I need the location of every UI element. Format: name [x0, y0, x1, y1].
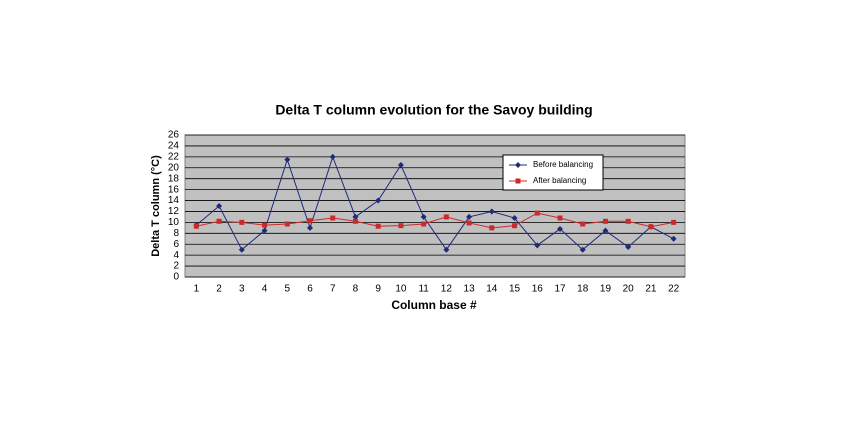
y-tick-label: 12 — [168, 206, 180, 217]
marker — [193, 223, 199, 229]
x-tick-label: 18 — [577, 284, 589, 295]
y-tick-label: 14 — [168, 195, 180, 206]
marker — [239, 219, 245, 225]
marker — [284, 221, 290, 227]
marker — [602, 218, 608, 224]
marker — [579, 246, 586, 253]
x-tick-label: 2 — [216, 284, 222, 295]
legend-label: Before balancing — [533, 160, 593, 169]
marker — [352, 218, 358, 224]
marker — [329, 153, 336, 160]
marker — [443, 246, 450, 253]
marker — [648, 224, 654, 230]
marker — [262, 222, 268, 228]
x-tick-label: 19 — [600, 284, 612, 295]
x-tick-label: 9 — [375, 284, 381, 295]
x-tick-label: 5 — [284, 284, 290, 295]
x-tick-label: 13 — [464, 284, 476, 295]
y-tick-label: 22 — [168, 151, 180, 162]
marker — [511, 215, 518, 222]
marker — [216, 218, 222, 224]
y-axis-label: Delta T column (°C) — [150, 155, 162, 257]
y-tick-label: 2 — [173, 261, 179, 272]
marker — [284, 156, 291, 163]
marker — [580, 221, 586, 227]
series-line — [196, 155, 674, 251]
x-tick-label: 20 — [623, 284, 635, 295]
y-tick-label: 26 — [168, 130, 180, 141]
y-tick-label: 0 — [173, 272, 179, 283]
marker — [670, 235, 677, 242]
marker — [216, 203, 223, 209]
y-tick-label: 8 — [173, 228, 179, 239]
y-tick-label: 6 — [173, 239, 179, 250]
legend — [502, 154, 604, 191]
x-tick-label: 14 — [486, 284, 498, 295]
marker — [443, 214, 449, 220]
y-tick-label: 4 — [173, 250, 179, 261]
x-tick-label: 7 — [330, 284, 336, 295]
x-tick-label: 11 — [418, 284, 429, 295]
y-tick-label: 24 — [168, 141, 180, 152]
marker — [534, 242, 541, 249]
x-tick-label: 21 — [645, 284, 657, 295]
x-tick-label: 8 — [353, 284, 359, 295]
marker — [307, 218, 313, 224]
plot-area — [184, 134, 686, 278]
marker — [330, 215, 336, 221]
marker — [515, 162, 521, 168]
marker — [398, 223, 404, 229]
marker — [625, 243, 632, 250]
marker — [557, 225, 563, 232]
y-tick-label: 10 — [168, 217, 180, 228]
marker — [602, 227, 609, 234]
marker — [352, 213, 359, 220]
legend-label: After balancing — [533, 176, 586, 185]
marker — [397, 162, 404, 169]
marker — [671, 219, 677, 225]
series-line — [196, 212, 674, 229]
x-tick-label: 12 — [441, 284, 453, 295]
x-tick-label: 15 — [509, 284, 521, 295]
marker — [488, 208, 495, 215]
x-tick-label: 6 — [307, 284, 313, 295]
marker — [625, 218, 631, 224]
marker — [515, 178, 521, 184]
marker — [375, 197, 382, 204]
y-tick-label: 20 — [168, 162, 180, 173]
marker — [421, 221, 427, 227]
marker — [375, 223, 381, 229]
marker — [261, 227, 268, 234]
marker — [307, 224, 313, 231]
x-tick-label: 22 — [668, 284, 680, 295]
y-tick-label: 18 — [168, 173, 180, 184]
marker — [534, 210, 540, 216]
x-tick-label: 10 — [395, 284, 407, 295]
x-tick-label: 17 — [554, 284, 566, 295]
chart-title: Delta T column evolution for the Savoy b… — [275, 102, 592, 118]
x-tick-label: 1 — [194, 284, 200, 295]
x-tick-label: 16 — [532, 284, 544, 295]
marker — [512, 223, 518, 229]
marker — [466, 213, 473, 220]
marker — [238, 246, 245, 253]
x-tick-label: 3 — [239, 284, 245, 295]
y-tick-label: 16 — [168, 184, 180, 195]
x-tick-label: 4 — [262, 284, 268, 295]
marker — [466, 220, 472, 226]
x-axis-label: Column base # — [391, 298, 477, 312]
marker — [420, 213, 427, 220]
marker — [489, 225, 495, 231]
marker — [557, 215, 563, 221]
